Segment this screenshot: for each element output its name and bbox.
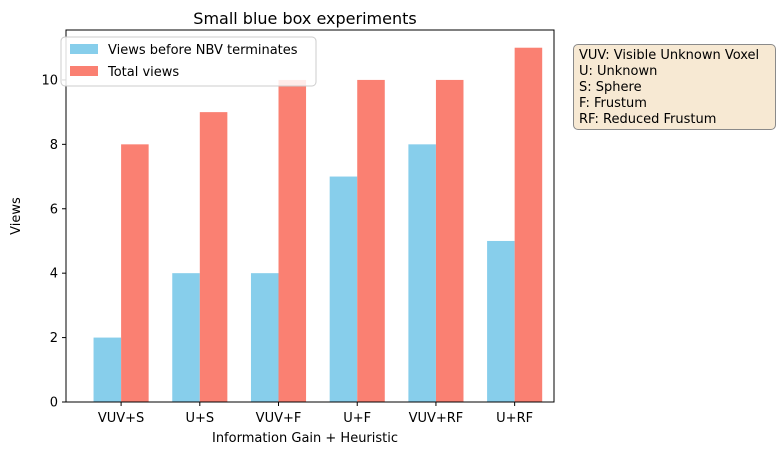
x-axis-ticks: VUV+S U+S VUV+F U+F VUV+RF U+RF [98,402,533,426]
legend-label-views-before: Views before NBV terminates [108,43,298,58]
plot-frame [65,29,555,403]
x-axis-label: Information Gain + Heuristic [212,431,398,446]
total-views-bar [121,144,149,403]
views-before-bar [329,176,358,402]
legend-label-total-views: Total views [107,65,179,80]
views-before-bar [408,144,436,403]
views-before-bar [250,273,279,402]
x-tick-label: VUV+S [98,411,144,426]
y-tick-label: 6 [50,202,58,217]
total-views-bar [278,79,307,402]
x-tick-label: VUV+F [256,411,302,426]
y-tick-label: 10 [41,73,58,88]
total-views-bar [514,47,543,402]
y-axis-ticks: 0 2 4 6 8 10 [41,73,66,411]
legend: Views before NBV terminates Total views [60,36,317,87]
total-views-bar [357,79,385,402]
x-tick-label: U+RF [496,411,533,426]
views-before-bar [487,240,515,402]
note-line: VUV: Visible Unknown Voxel [579,48,760,63]
x-tick-label: VUV+RF [409,411,464,426]
y-tick-label: 0 [50,396,58,411]
y-tick-label: 4 [50,267,58,282]
y-tick-label: 8 [50,138,58,153]
legend-frame [60,36,317,87]
legend-swatch-total-views [70,66,98,76]
y-tick-label: 2 [50,331,58,346]
note-line: U: Unknown [579,64,658,79]
views-before-bar [93,337,122,402]
note-line: RF: Reduced Frustum [579,112,717,127]
bars-group [93,47,543,403]
x-tick-label: U+F [343,411,371,426]
legend-swatch-views-before [70,44,98,54]
chart-title: Small blue box experiments [193,9,416,28]
total-views-bar [435,79,464,402]
abbreviation-note: VUV: Visible Unknown Voxel U: Unknown S:… [573,44,776,130]
note-line: S: Sphere [579,80,642,95]
x-tick-label: U+S [185,411,214,426]
y-axis-label: Views [9,197,24,235]
total-views-bar [199,112,228,402]
note-line: F: Frustum [579,96,647,111]
views-before-bar [172,273,200,402]
